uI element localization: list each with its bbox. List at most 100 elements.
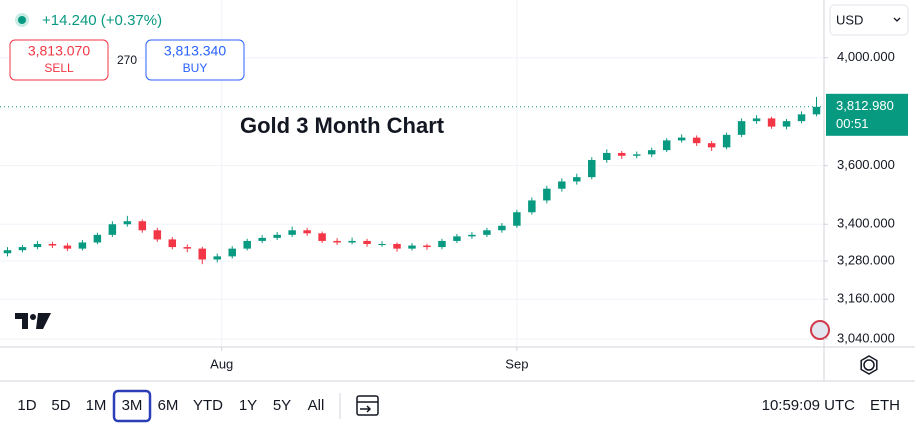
candle-body xyxy=(3,250,12,254)
candle-body xyxy=(78,242,87,249)
currency[interactable]: USD xyxy=(836,12,863,27)
candle-body xyxy=(48,244,57,246)
candle-body xyxy=(33,244,42,248)
candle-body xyxy=(603,152,611,161)
y-tick-label: 3,040.000 xyxy=(837,330,895,345)
status-dot xyxy=(18,16,26,24)
calendar-icon[interactable] xyxy=(356,395,379,416)
candle-body xyxy=(513,212,521,226)
gear-center[interactable] xyxy=(863,359,875,371)
candle-body xyxy=(632,154,641,156)
candle-body xyxy=(138,221,147,231)
candle-body xyxy=(618,152,626,156)
candle-body xyxy=(692,137,701,144)
candle-body xyxy=(153,230,162,240)
countdown: 00:51 xyxy=(836,116,869,131)
candle-body xyxy=(393,244,401,249)
y-tick-label: 4,000.000 xyxy=(837,49,895,64)
candle-body xyxy=(168,239,177,248)
candle-body xyxy=(677,137,686,141)
sell-label[interactable]: SELL xyxy=(44,61,74,75)
logo-part xyxy=(36,313,51,329)
range-button[interactable]: All xyxy=(308,397,325,414)
candle-body xyxy=(722,134,731,148)
calendar-body[interactable] xyxy=(356,395,379,416)
chart-title: Gold 3 Month Chart xyxy=(240,113,445,138)
session[interactable]: ETH xyxy=(870,397,900,414)
sell-button[interactable] xyxy=(9,39,109,81)
range-button[interactable]: 6M xyxy=(158,397,179,414)
range-button[interactable]: YTD xyxy=(193,397,223,414)
candle-body xyxy=(123,221,132,225)
candle-body xyxy=(93,234,102,243)
sell-price[interactable]: 3,813.070 xyxy=(28,43,90,59)
candle-body xyxy=(198,248,206,260)
range-button[interactable]: 1D xyxy=(17,397,36,414)
grid xyxy=(0,0,824,347)
candle-body xyxy=(453,236,461,241)
range-button[interactable]: 5D xyxy=(51,397,70,414)
candle-body xyxy=(797,114,806,122)
candle-body xyxy=(662,140,671,151)
range-button[interactable]: 1M xyxy=(86,397,107,414)
currency-select[interactable] xyxy=(829,4,909,36)
selected-range-outline[interactable] xyxy=(112,389,152,423)
candle-body xyxy=(63,245,72,249)
candle-body xyxy=(468,234,476,237)
candle-body xyxy=(528,200,536,213)
candle-body xyxy=(273,234,281,238)
tv-logo xyxy=(15,313,51,329)
chevron-icon xyxy=(893,17,901,22)
candle-body xyxy=(782,121,791,127)
candle-body xyxy=(288,230,296,235)
candle-body xyxy=(767,118,776,127)
buy-label[interactable]: BUY xyxy=(183,61,208,75)
y-tick-label: 3,160.000 xyxy=(837,291,895,306)
candle-body xyxy=(378,244,386,246)
y-tick-label: 3,400.000 xyxy=(837,216,895,231)
flag-icon[interactable] xyxy=(810,320,830,340)
range-buttons: 1D 5D 1M 3M 6M YTD 1Y 5Y All xyxy=(17,389,325,423)
candle-body xyxy=(318,233,326,241)
candle-body xyxy=(498,225,506,231)
range-button[interactable]: 1Y xyxy=(239,397,257,414)
candles xyxy=(3,96,821,265)
price-change: +14.240 (+0.37%) xyxy=(42,12,162,29)
candle-body xyxy=(18,247,27,251)
candle-body xyxy=(333,240,341,243)
candle-body xyxy=(408,245,416,249)
candle-body xyxy=(213,256,221,260)
candle-body xyxy=(737,121,746,135)
candle-body xyxy=(108,224,117,235)
settings-icon[interactable] xyxy=(860,355,878,375)
gear-outline[interactable] xyxy=(860,355,878,375)
candle-body xyxy=(438,240,446,248)
calendar-arrow[interactable] xyxy=(360,405,372,413)
range-button[interactable]: 3M xyxy=(122,397,143,414)
candle-body xyxy=(363,240,371,245)
candle-body xyxy=(303,230,311,234)
buy-button[interactable] xyxy=(145,39,245,81)
clock: 10:59:09 UTC xyxy=(762,397,856,414)
current-price-label: 3,812.980 xyxy=(836,98,894,113)
candle-body xyxy=(573,177,581,182)
candle-body xyxy=(647,150,656,155)
range-button[interactable]: 5Y xyxy=(273,397,291,414)
candle-body xyxy=(423,245,431,248)
candle-body xyxy=(707,143,716,148)
candle-body xyxy=(258,237,266,241)
y-tick-label: 3,600.000 xyxy=(837,157,895,172)
candle-body xyxy=(558,181,566,189)
x-tick-label: Sep xyxy=(505,356,528,371)
buy-price[interactable]: 3,813.340 xyxy=(164,43,226,59)
logo-part xyxy=(15,313,28,329)
candle-body xyxy=(543,188,551,201)
candle-body xyxy=(348,240,356,243)
logo-part xyxy=(30,314,36,320)
x-tick-label: Aug xyxy=(210,356,233,371)
candle-body xyxy=(243,240,251,249)
candle-body xyxy=(588,160,596,178)
candle-body xyxy=(812,106,821,115)
